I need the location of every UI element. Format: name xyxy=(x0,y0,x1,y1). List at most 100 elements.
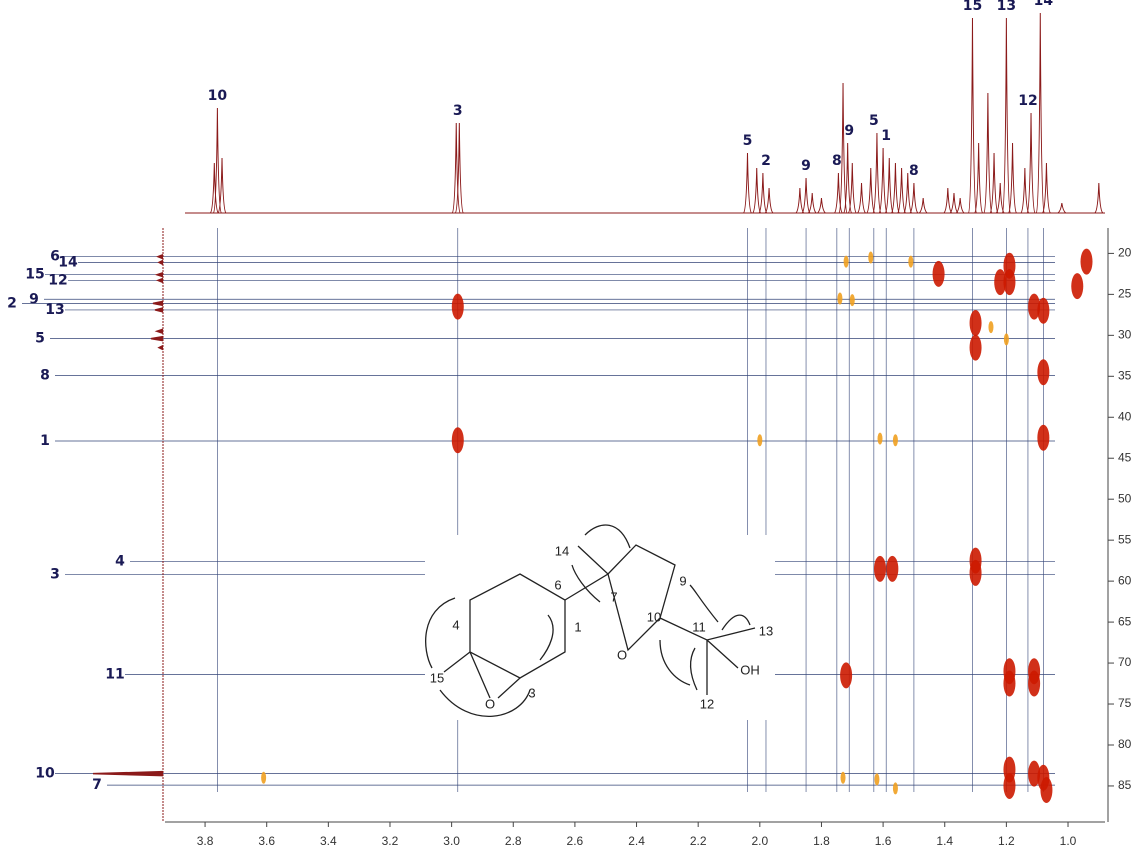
x-tick-label: 1.2 xyxy=(998,834,1015,848)
proton-peak xyxy=(873,133,881,213)
x-tick-label: 2.8 xyxy=(505,834,522,848)
proton-peak xyxy=(984,93,992,213)
x-tick-label: 3.6 xyxy=(258,834,275,848)
carbon-peak xyxy=(158,278,163,282)
cross-peak xyxy=(1028,671,1040,697)
proton-peak xyxy=(817,198,825,213)
structure-label: 7 xyxy=(610,589,617,604)
proton-peak xyxy=(956,198,964,213)
structure-label: O xyxy=(617,647,627,662)
y-tick-label: 65 xyxy=(1118,614,1132,628)
cross-peak xyxy=(893,782,898,794)
proton-peak xyxy=(910,183,918,213)
structure-label: O xyxy=(485,696,495,711)
y-tick-label: 30 xyxy=(1118,328,1132,342)
y-tick-label: 85 xyxy=(1118,778,1132,792)
cross-peak xyxy=(1037,298,1049,324)
cross-peak xyxy=(1071,273,1083,299)
y-tick-label: 40 xyxy=(1118,409,1132,423)
proton-peak xyxy=(944,188,952,213)
proton-label: 5 xyxy=(869,113,879,129)
proton-peak xyxy=(904,173,912,213)
cross-peak xyxy=(837,292,842,304)
proton-peak xyxy=(879,148,887,213)
y-tick-label: 45 xyxy=(1118,450,1132,464)
cross-peak xyxy=(1004,333,1009,345)
proton-peak xyxy=(759,173,767,213)
carbon-peak xyxy=(93,772,163,776)
proton-peak xyxy=(1058,203,1066,213)
cross-peak xyxy=(452,294,464,320)
cross-peak xyxy=(933,261,945,287)
carbon-label: 15 xyxy=(25,267,44,283)
proton-label: 3 xyxy=(453,103,463,119)
proton-peak xyxy=(858,183,866,213)
cross-peak xyxy=(1081,249,1093,275)
carbon-label: 12 xyxy=(48,272,67,288)
carbon-label: 8 xyxy=(40,367,50,383)
proton-label: 10 xyxy=(208,88,228,104)
structure-label: 12 xyxy=(700,696,714,711)
y-tick-label: 20 xyxy=(1118,246,1132,260)
carbon-label: 10 xyxy=(35,766,55,782)
proton-peak xyxy=(796,188,804,213)
carbon-label: 9 xyxy=(29,291,39,307)
x-tick-label: 3.8 xyxy=(197,834,214,848)
carbon-peak xyxy=(157,273,163,277)
structure-backdrop xyxy=(425,535,775,720)
proton-label: 8 xyxy=(832,153,842,169)
proton-peak xyxy=(919,198,927,213)
cross-peak xyxy=(988,321,993,333)
proton-peak xyxy=(1027,113,1035,213)
cross-peak xyxy=(452,427,464,453)
carbon-label: 13 xyxy=(45,302,64,318)
x-tick-label: 1.8 xyxy=(813,834,830,848)
proton-label: 14 xyxy=(1034,0,1054,9)
cross-peak xyxy=(757,434,762,446)
cross-peak xyxy=(970,335,982,361)
x-tick-label: 2.2 xyxy=(690,834,707,848)
hmbc-figure: 3.83.63.43.23.02.82.62.42.22.01.81.61.41… xyxy=(0,0,1138,852)
carbon-peak xyxy=(151,337,163,341)
carbon-label: 7 xyxy=(92,777,102,793)
proton-peak xyxy=(990,153,998,213)
proton-peak xyxy=(1095,183,1103,213)
carbon-label: 5 xyxy=(35,331,45,347)
proton-peak xyxy=(765,188,773,213)
proton-label: 9 xyxy=(801,158,811,174)
cross-peak xyxy=(1040,777,1052,803)
cross-peak xyxy=(893,434,898,446)
proton-peak xyxy=(1042,163,1050,213)
structure-label: 4 xyxy=(452,617,459,632)
cross-peak xyxy=(1003,671,1015,697)
y-tick-label: 55 xyxy=(1118,532,1132,546)
cross-peak xyxy=(840,662,852,688)
x-tick-label: 3.4 xyxy=(320,834,337,848)
proton-label: 12 xyxy=(1018,93,1037,109)
proton-peak xyxy=(753,168,761,213)
y-tick-label: 70 xyxy=(1118,655,1132,669)
y-tick-label: 35 xyxy=(1118,368,1132,382)
x-tick-label: 2.0 xyxy=(751,834,768,848)
proton-peak xyxy=(743,153,751,213)
carbon-peak xyxy=(153,301,163,305)
structure-label: 1 xyxy=(574,619,581,634)
carbon-peak xyxy=(157,329,163,333)
structure-label: 3 xyxy=(528,685,535,700)
cross-peak xyxy=(874,556,886,582)
proton-label: 15 xyxy=(963,0,982,14)
y-tick-label: 25 xyxy=(1118,287,1132,301)
cross-peak xyxy=(908,256,913,268)
cross-peak xyxy=(841,772,846,784)
carbon-label: 2 xyxy=(7,295,17,311)
x-tick-label: 1.4 xyxy=(936,834,953,848)
proton-peak xyxy=(891,163,899,213)
y-tick-label: 80 xyxy=(1118,737,1132,751)
cross-peak xyxy=(850,294,855,306)
proton-label: 2 xyxy=(761,153,771,169)
proton-peak xyxy=(968,18,976,213)
structure-label: 9 xyxy=(679,573,686,588)
y-tick-label: 75 xyxy=(1118,696,1132,710)
cross-peak xyxy=(878,433,883,445)
proton-peak xyxy=(867,168,875,213)
